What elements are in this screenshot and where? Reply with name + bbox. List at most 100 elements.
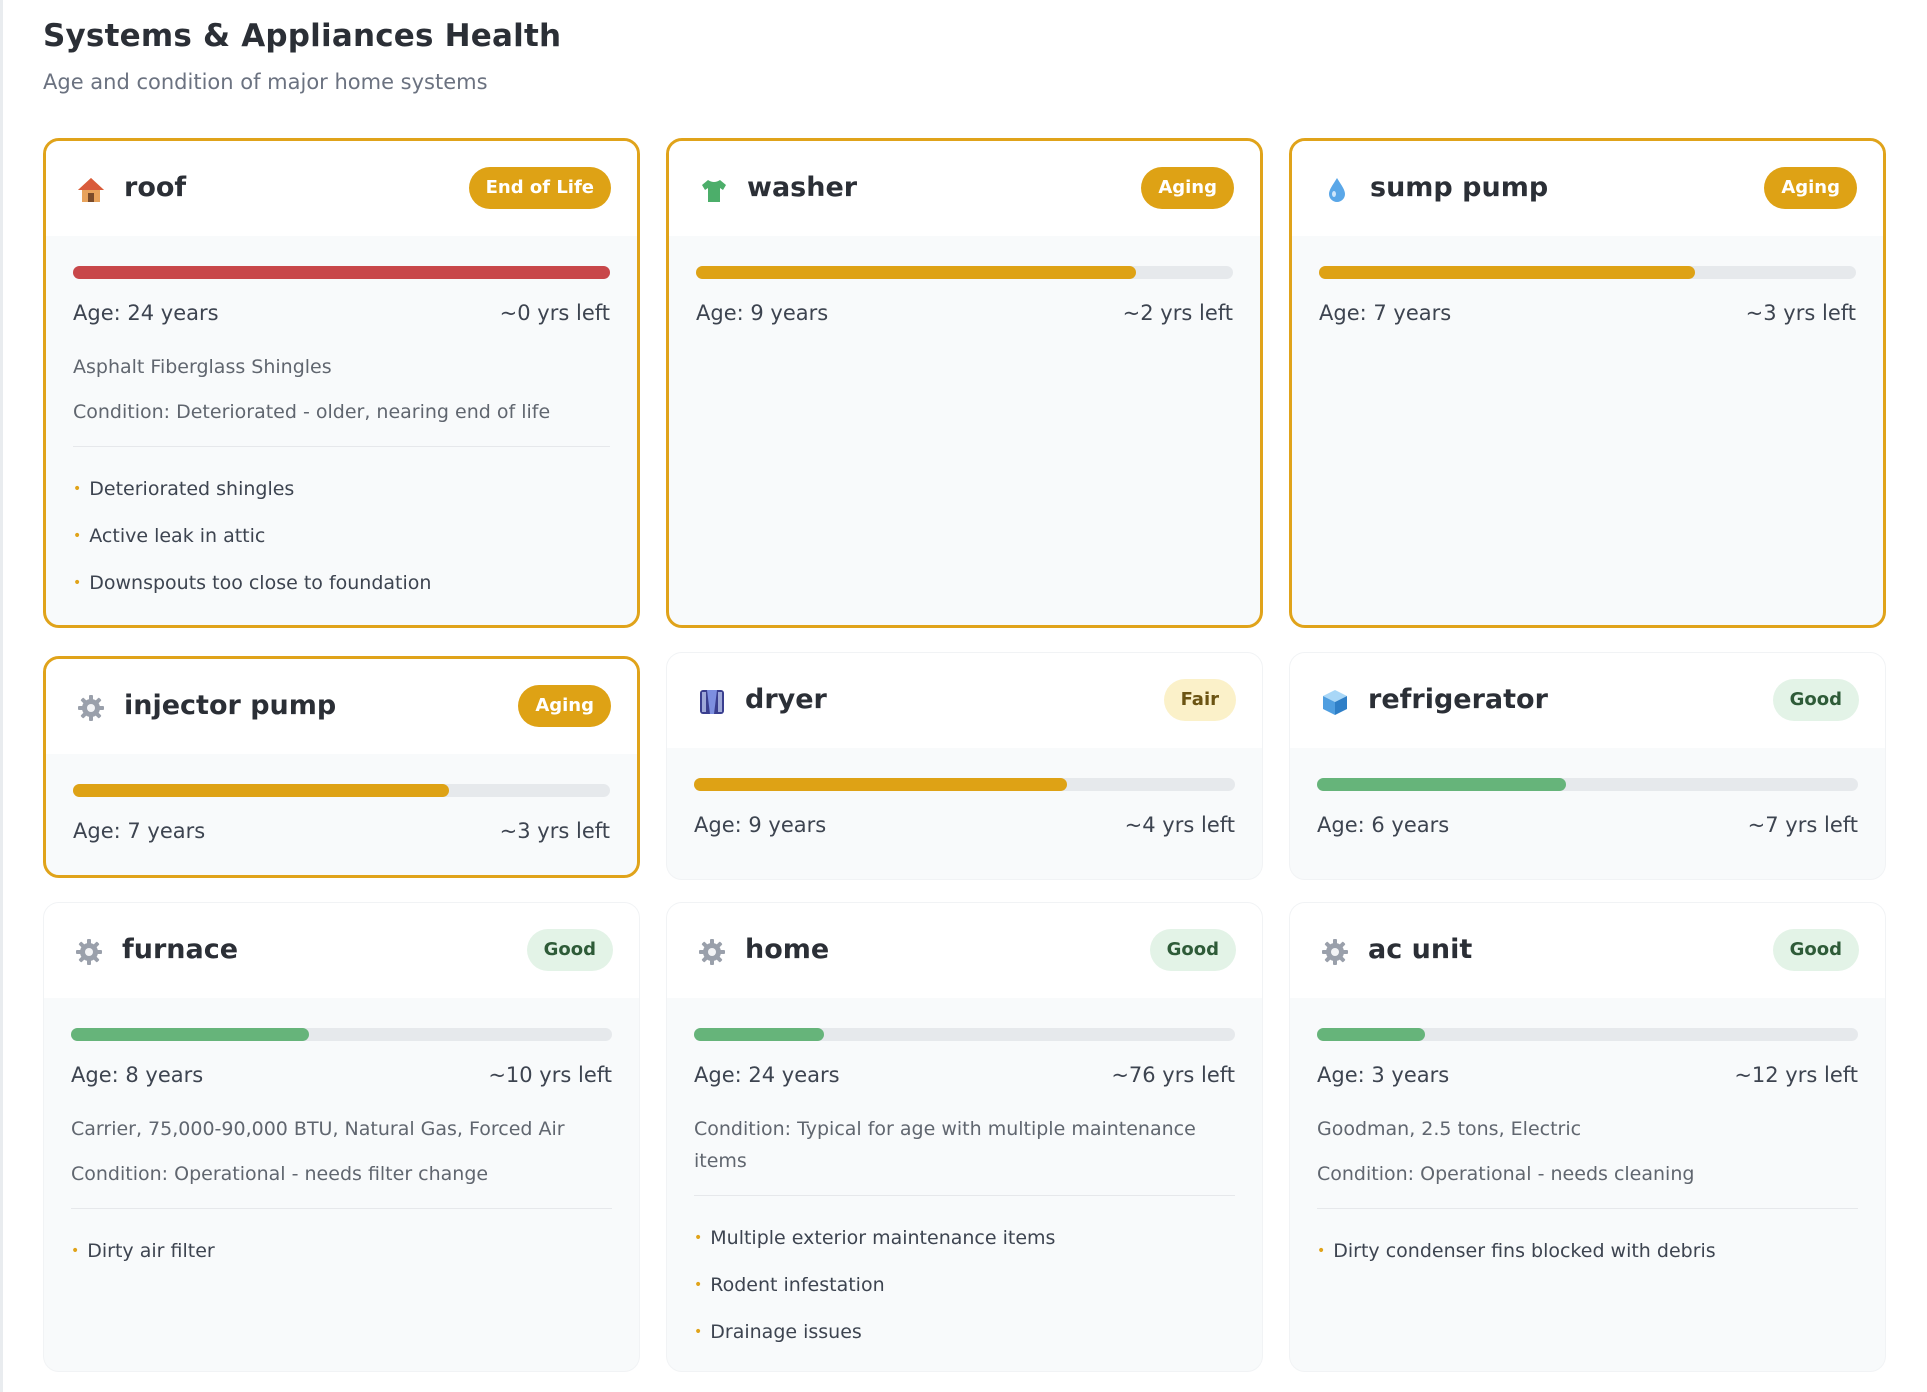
bullet-icon: • — [694, 1324, 703, 1340]
years-left-label: ~10 yrs left — [488, 1063, 612, 1087]
system-details: Condition: Typical for age with multiple… — [694, 1113, 1235, 1363]
years-left-label: ~12 yrs left — [1734, 1063, 1858, 1087]
age-label: Age: 9 years — [694, 813, 827, 837]
age-label: Age: 3 years — [1317, 1063, 1450, 1087]
divider — [1317, 1208, 1858, 1209]
system-name: refrigerator — [1368, 684, 1548, 715]
lifespan-bar-fill — [73, 784, 449, 797]
lifespan-bar — [71, 1028, 612, 1041]
bullet-icon: • — [694, 1230, 703, 1246]
years-left-label: ~3 yrs left — [499, 819, 610, 843]
system-name: dryer — [745, 684, 827, 715]
issue-text: Active leak in attic — [89, 525, 266, 547]
detail-line: Condition: Deteriorated - older, nearing… — [73, 401, 551, 423]
shirt-icon — [699, 175, 729, 205]
status-badge: Aging — [518, 685, 611, 727]
detail-line: Condition: Operational - needs cleaning — [1317, 1163, 1695, 1185]
years-left-label: ~7 yrs left — [1747, 813, 1858, 837]
card-header: furnace Good — [44, 903, 639, 998]
lifespan-bar-fill — [1317, 778, 1566, 791]
system-card-sump-pump[interactable]: sump pump Aging Age: 7 years ~3 yrs left — [1289, 138, 1886, 628]
system-card-refrigerator[interactable]: refrigerator Good Age: 6 years ~7 yrs left — [1289, 652, 1886, 880]
system-card-washer[interactable]: washer Aging Age: 9 years ~2 yrs left — [666, 138, 1263, 628]
status-badge: Aging — [1141, 167, 1234, 209]
issue-item: • Drainage issues — [694, 1316, 1235, 1350]
system-name: injector pump — [124, 690, 337, 721]
status-badge: Good — [1772, 679, 1859, 721]
system-details: Asphalt Fiberglass Shingles Condition: De… — [73, 351, 610, 614]
lifespan-bar — [694, 778, 1235, 791]
issue-text: Multiple exterior maintenance items — [710, 1227, 1056, 1249]
lifespan-bar-fill — [696, 266, 1137, 279]
bullet-icon: • — [694, 1277, 703, 1293]
lifespan-bar — [1317, 1028, 1858, 1041]
gear-icon — [74, 937, 104, 967]
system-card-dryer[interactable]: dryer Fair Age: 9 years ~4 yrs left — [666, 652, 1263, 880]
status-badge: Good — [1149, 929, 1236, 971]
issue-item: • Downspouts too close to foundation — [73, 567, 610, 601]
years-left-label: ~76 yrs left — [1111, 1063, 1235, 1087]
bullet-icon: • — [73, 528, 82, 544]
detail-line: Asphalt Fiberglass Shingles — [73, 356, 332, 378]
system-name: roof — [124, 172, 187, 203]
issue-item: • Deteriorated shingles — [73, 473, 610, 507]
bullet-icon: • — [1317, 1243, 1326, 1259]
status-badge: End of Life — [468, 167, 611, 209]
system-name: furnace — [122, 934, 239, 965]
lifespan-bar — [1319, 266, 1856, 279]
droplet-icon — [1322, 175, 1352, 205]
lifespan-bar — [73, 266, 610, 279]
system-name: washer — [747, 172, 858, 203]
cube-icon — [1320, 687, 1350, 717]
issue-item: • Dirty condenser fins blocked with debri… — [1317, 1235, 1858, 1269]
detail-line: Condition: Typical for age with multiple… — [694, 1118, 1196, 1172]
page-subtitle: Age and condition of major home systems — [43, 70, 488, 94]
card-header: home Good — [667, 903, 1262, 998]
issue-item: • Multiple exterior maintenance items — [694, 1222, 1235, 1256]
years-left-label: ~4 yrs left — [1124, 813, 1235, 837]
system-card-roof[interactable]: roof End of Life Age: 24 years ~0 yrs left A… — [43, 138, 640, 628]
lifespan-bar-fill — [71, 1028, 310, 1041]
card-header: injector pump Aging — [46, 659, 637, 754]
issue-text: Rodent infestation — [710, 1274, 885, 1296]
years-left-label: ~3 yrs left — [1745, 301, 1856, 325]
detail-line: Goodman, 2.5 tons, Electric — [1317, 1118, 1582, 1140]
issue-text: Dirty air filter — [87, 1240, 215, 1262]
status-badge: Aging — [1764, 167, 1857, 209]
gear-icon — [697, 937, 727, 967]
system-name: ac unit — [1368, 934, 1473, 965]
card-header: washer Aging — [669, 141, 1260, 236]
system-card-ac-unit[interactable]: ac unit Good Age: 3 years ~12 yrs left Goodm… — [1289, 902, 1886, 1372]
system-card-furnace[interactable]: furnace Good Age: 8 years ~10 yrs left Carri… — [43, 902, 640, 1372]
system-card-home[interactable]: home Good Age: 24 years ~76 yrs left Conditi… — [666, 902, 1263, 1372]
age-label: Age: 7 years — [73, 819, 206, 843]
gear-icon — [76, 693, 106, 723]
divider — [694, 1195, 1235, 1196]
bullet-icon: • — [71, 1243, 80, 1259]
gear-icon — [1320, 937, 1350, 967]
system-details: Goodman, 2.5 tons, Electric Condition: Op… — [1317, 1113, 1858, 1282]
issue-text: Downspouts too close to foundation — [89, 572, 432, 594]
system-card-injector-pump[interactable]: injector pump Aging Age: 7 years ~3 yrs lef… — [43, 656, 640, 878]
card-header: sump pump Aging — [1292, 141, 1883, 236]
issue-item: • Dirty air filter — [71, 1235, 612, 1269]
years-left-label: ~2 yrs left — [1122, 301, 1233, 325]
house-icon — [76, 175, 106, 205]
status-badge: Good — [1772, 929, 1859, 971]
age-label: Age: 24 years — [73, 301, 219, 325]
age-label: Age: 7 years — [1319, 301, 1452, 325]
detail-line: Condition: Operational - needs filter ch… — [71, 1163, 489, 1185]
card-header: dryer Fair — [667, 653, 1262, 748]
issue-item: • Active leak in attic — [73, 520, 610, 554]
issue-text: Dirty condenser fins blocked with debris — [1333, 1240, 1716, 1262]
bullet-icon: • — [73, 575, 82, 591]
lifespan-bar-fill — [1319, 266, 1695, 279]
age-label: Age: 24 years — [694, 1063, 840, 1087]
issue-text: Deteriorated shingles — [89, 478, 295, 500]
divider — [71, 1208, 612, 1209]
system-name: sump pump — [1370, 172, 1549, 203]
lifespan-bar-fill — [694, 1028, 824, 1041]
dryer-icon — [697, 687, 727, 717]
age-label: Age: 6 years — [1317, 813, 1450, 837]
issue-text: Drainage issues — [710, 1321, 862, 1343]
